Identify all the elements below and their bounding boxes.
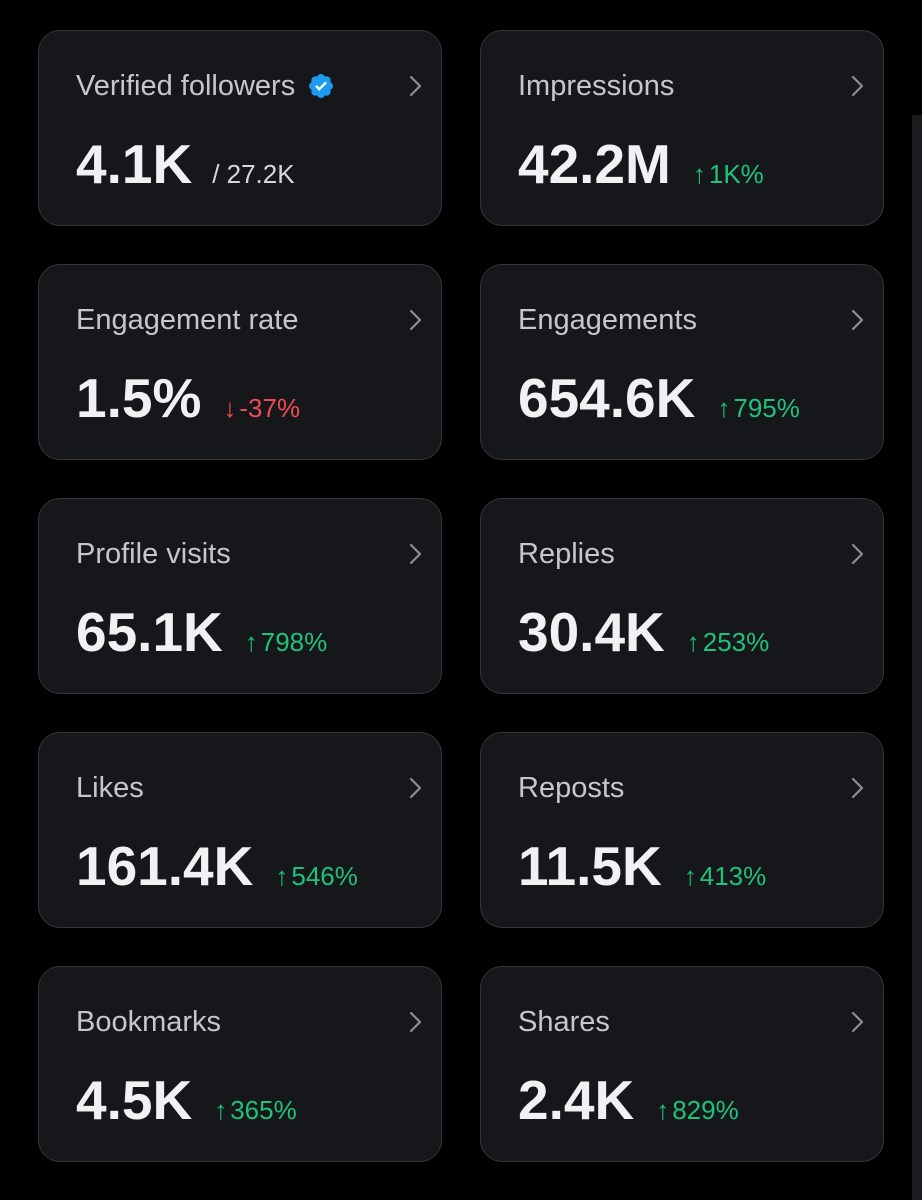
metric-value: 11.5K	[518, 835, 662, 897]
metric-value-row: 42.2M ↑ 1K%	[518, 133, 764, 195]
metric-change-value: 365%	[230, 1095, 297, 1125]
metric-change-value: -37%	[239, 393, 301, 423]
arrow-up-icon: ↑	[214, 1095, 228, 1125]
chevron-right-icon[interactable]	[849, 73, 867, 99]
metric-card-bookmarks[interactable]: Bookmarks 4.5K ↑ 365%	[38, 966, 442, 1162]
arrow-up-icon: ↑	[717, 393, 731, 423]
metric-value: 2.4K	[518, 1069, 635, 1131]
chevron-right-icon[interactable]	[849, 541, 867, 567]
metric-total: / 27.2K	[212, 159, 295, 189]
metric-value-row: 4.5K ↑ 365%	[76, 1069, 297, 1131]
chevron-right-icon[interactable]	[849, 1009, 867, 1035]
verified-badge-icon	[309, 74, 334, 98]
chevron-right-icon[interactable]	[849, 775, 867, 801]
metric-title: Engagement rate	[76, 304, 299, 336]
metric-change: ↑ 1K%	[693, 159, 764, 190]
metric-card-engagements[interactable]: Engagements 654.6K ↑ 795%	[480, 264, 884, 460]
metric-change: ↑ 546%	[275, 861, 358, 892]
scrollbar-track[interactable]	[912, 115, 922, 1200]
metric-title-row: Verified followers	[76, 69, 335, 103]
metric-card-engagement-rate[interactable]: Engagement rate 1.5% ↓ -37%	[38, 264, 442, 460]
metric-title: Impressions	[518, 70, 675, 102]
metric-card-reposts[interactable]: Reposts 11.5K ↑ 413%	[480, 732, 884, 928]
metric-card-impressions[interactable]: Impressions 42.2M ↑ 1K%	[480, 30, 884, 226]
metrics-grid: Verified followers 4.1K / 27.2K Impressi…	[38, 30, 884, 1162]
metric-value-row: 30.4K ↑ 253%	[518, 601, 769, 663]
metric-change: ↓ -37%	[223, 393, 300, 424]
metric-card-likes[interactable]: Likes 161.4K ↑ 546%	[38, 732, 442, 928]
metric-value: 1.5%	[76, 367, 202, 429]
metric-value: 4.5K	[76, 1069, 193, 1131]
metric-change: ↑ 795%	[717, 393, 800, 424]
metric-change: ↑ 253%	[687, 627, 770, 658]
metric-value-row: 161.4K ↑ 546%	[76, 835, 358, 897]
metric-value: 65.1K	[76, 601, 223, 663]
metric-card-profile-visits[interactable]: Profile visits 65.1K ↑ 798%	[38, 498, 442, 694]
chevron-right-icon[interactable]	[407, 541, 425, 567]
metric-change-value: 795%	[733, 393, 800, 423]
metric-title: Likes	[76, 772, 144, 804]
metric-value: 4.1K	[76, 133, 193, 195]
metric-change: ↑ 413%	[684, 861, 767, 892]
metric-title: Verified followers	[76, 70, 296, 102]
metric-value-row: 1.5% ↓ -37%	[76, 367, 300, 429]
metric-change: ↑ 829%	[656, 1095, 739, 1126]
metric-card-shares[interactable]: Shares 2.4K ↑ 829%	[480, 966, 884, 1162]
arrow-up-icon: ↑	[656, 1095, 670, 1125]
metric-change-value: 798%	[260, 627, 328, 657]
arrow-up-icon: ↑	[275, 861, 289, 891]
chevron-right-icon[interactable]	[407, 775, 425, 801]
metric-value-row: 654.6K ↑ 795%	[518, 367, 800, 429]
metric-value: 42.2M	[518, 133, 671, 195]
metric-value-row: 65.1K ↑ 798%	[76, 601, 327, 663]
metric-change-value: 413%	[699, 861, 767, 891]
metric-change-value: 253%	[702, 627, 770, 657]
arrow-up-icon: ↑	[686, 627, 700, 657]
chevron-right-icon[interactable]	[407, 73, 425, 99]
metric-title: Reposts	[518, 772, 625, 804]
metric-value: 161.4K	[76, 835, 254, 897]
metric-change-value: 1K%	[708, 159, 764, 189]
metric-title: Engagements	[518, 304, 697, 336]
metric-title: Bookmarks	[76, 1006, 222, 1038]
metric-change: ↑ 365%	[214, 1095, 297, 1126]
metric-change-value: 546%	[291, 861, 358, 891]
chevron-right-icon[interactable]	[407, 307, 425, 333]
arrow-down-icon: ↓	[223, 393, 237, 423]
arrow-up-icon: ↑	[244, 627, 258, 657]
metric-title: Profile visits	[76, 538, 231, 570]
metric-title: Replies	[518, 538, 615, 570]
chevron-right-icon[interactable]	[849, 307, 867, 333]
metric-change: ↑ 798%	[245, 627, 328, 658]
metric-value: 30.4K	[518, 601, 665, 663]
metric-title: Shares	[518, 1006, 610, 1038]
metric-card-replies[interactable]: Replies 30.4K ↑ 253%	[480, 498, 884, 694]
metric-value-row: 4.1K / 27.2K	[76, 133, 295, 195]
metric-value-row: 2.4K ↑ 829%	[518, 1069, 739, 1131]
chevron-right-icon[interactable]	[407, 1009, 425, 1035]
metric-change-value: 829%	[672, 1095, 739, 1125]
metric-card-verified-followers[interactable]: Verified followers 4.1K / 27.2K	[38, 30, 442, 226]
metric-value: 654.6K	[518, 367, 696, 429]
arrow-up-icon: ↑	[683, 861, 697, 891]
arrow-up-icon: ↑	[692, 159, 706, 189]
metric-value-row: 11.5K ↑ 413%	[518, 835, 766, 897]
